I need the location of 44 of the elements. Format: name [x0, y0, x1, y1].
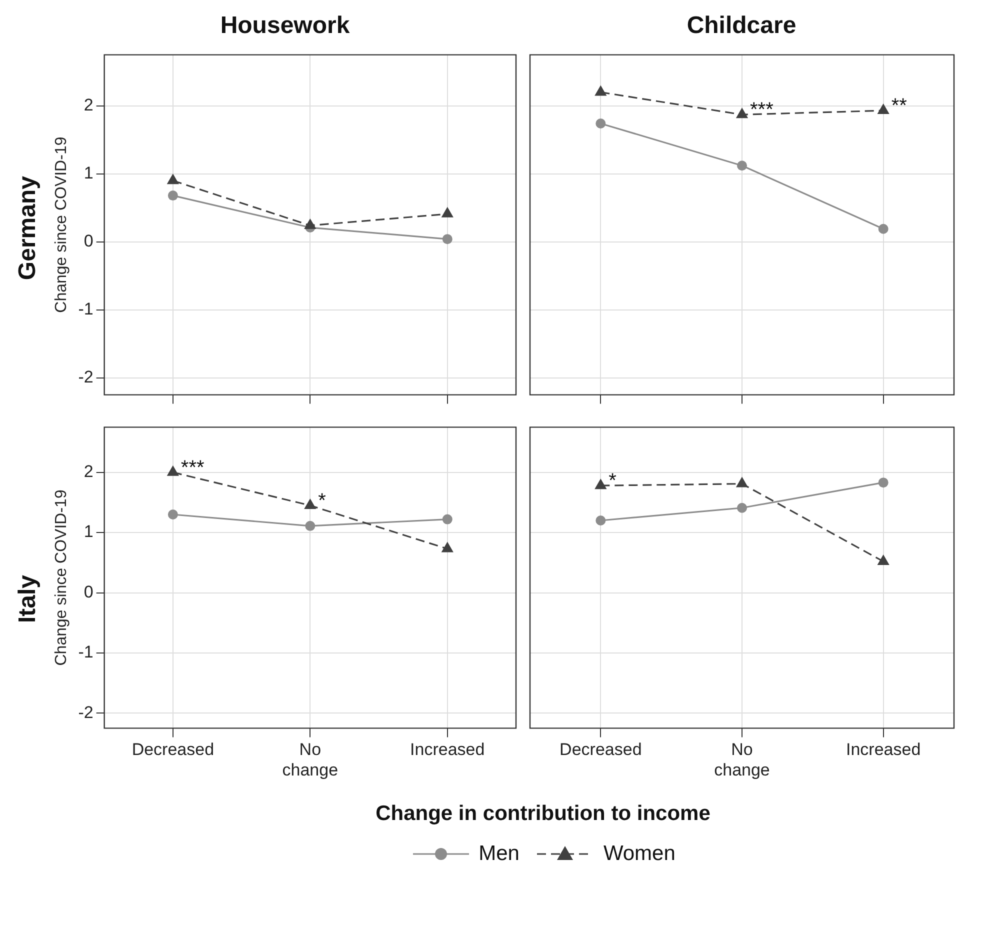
- point: [168, 190, 178, 201]
- x-tick-label: Decreased: [132, 740, 214, 760]
- point: [736, 108, 748, 118]
- x-axis-title: Change in contribution to income: [374, 802, 712, 826]
- point: [737, 160, 747, 171]
- annotation: ***: [750, 99, 774, 122]
- point: [737, 502, 747, 513]
- legend-label: Men: [478, 842, 520, 866]
- y-tick-label: 1: [84, 522, 94, 542]
- y-tick-label: -1: [78, 642, 94, 662]
- point: [877, 104, 890, 114]
- y-tick-label: -1: [78, 299, 94, 318]
- y-axis-title: Change since COVID-19: [53, 136, 70, 313]
- chart-title: Housework: [220, 12, 350, 40]
- legend-label: Women: [603, 842, 676, 866]
- y-tick-label: 0: [84, 231, 94, 250]
- point: [441, 206, 454, 218]
- chart-title: Childcare: [686, 12, 796, 40]
- annotation: *: [608, 470, 617, 492]
- x-tick-label: Increased: [846, 740, 921, 760]
- point: [596, 516, 606, 526]
- point: [877, 554, 890, 565]
- point: [878, 478, 888, 488]
- point: [596, 118, 606, 128]
- point: [442, 234, 452, 244]
- x-tick-label: No change: [282, 740, 338, 780]
- y-tick-label: -2: [78, 367, 94, 386]
- y-tick-label: 1: [84, 163, 94, 182]
- x-tick-label: Decreased: [560, 740, 642, 760]
- y-tick-label: 2: [84, 95, 94, 114]
- x-tick-label: Increased: [410, 740, 485, 760]
- y-tick-label: 0: [84, 582, 94, 602]
- y-tick-label: 2: [84, 462, 94, 482]
- text: Germany: [14, 176, 42, 280]
- y-tick-label: -2: [78, 702, 94, 722]
- y-axis-title: Change since COVID-19: [53, 490, 70, 666]
- text: Italy: [14, 574, 42, 624]
- point: [878, 224, 888, 234]
- point: [166, 174, 179, 184]
- annotation: ***: [180, 456, 204, 479]
- x-tick-label: No change: [714, 740, 770, 780]
- annotation: **: [891, 95, 908, 118]
- point: [594, 85, 607, 96]
- annotation: *: [318, 490, 326, 512]
